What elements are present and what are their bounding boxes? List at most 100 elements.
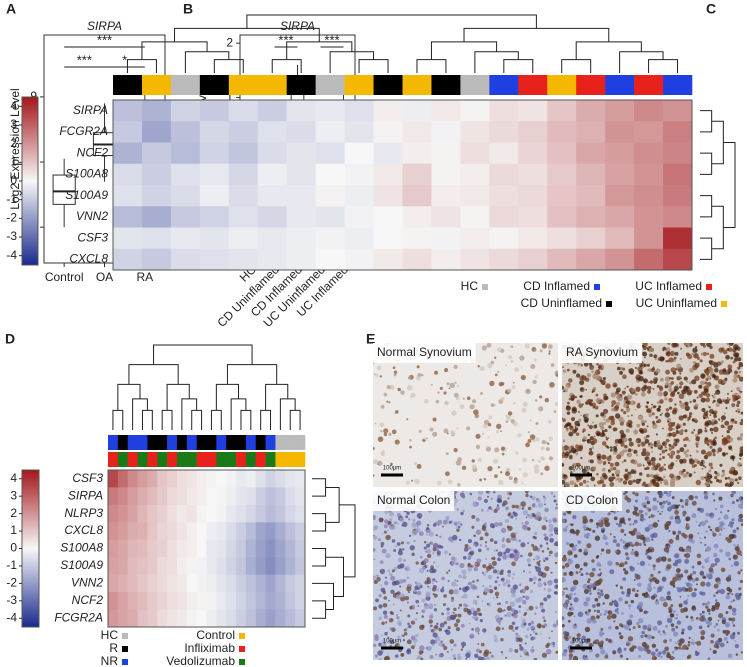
cell xyxy=(657,620,662,625)
cell xyxy=(569,455,573,459)
heat-cell xyxy=(258,206,287,228)
heat-cell xyxy=(266,487,276,505)
cell xyxy=(535,437,539,441)
cell xyxy=(635,593,639,597)
cell xyxy=(662,650,666,654)
cell xyxy=(701,450,706,455)
cell xyxy=(534,613,536,615)
cell xyxy=(738,476,742,480)
cell xyxy=(624,445,628,449)
heat-cell xyxy=(460,206,489,228)
cell xyxy=(656,443,661,448)
cell xyxy=(681,505,684,508)
dendrogram xyxy=(154,345,253,365)
cell xyxy=(563,369,566,372)
cell xyxy=(740,464,742,466)
cell xyxy=(656,599,658,601)
cell xyxy=(686,380,688,382)
cell xyxy=(725,622,730,627)
cell xyxy=(482,345,487,350)
cell xyxy=(587,439,589,441)
cell xyxy=(714,544,719,549)
heat-cell xyxy=(197,575,207,593)
cell xyxy=(702,603,705,606)
cell xyxy=(579,571,581,573)
cell xyxy=(519,646,523,650)
cell xyxy=(610,533,612,535)
cell xyxy=(434,640,437,643)
cell xyxy=(567,369,570,372)
cell xyxy=(740,433,743,436)
cell xyxy=(463,576,465,578)
cell xyxy=(731,455,735,459)
cell xyxy=(595,370,600,375)
cell xyxy=(585,413,589,417)
cell xyxy=(642,423,645,426)
cell xyxy=(459,604,462,607)
cell xyxy=(549,534,552,537)
cell xyxy=(502,627,504,629)
cell xyxy=(697,461,700,464)
cell xyxy=(515,451,518,454)
cell xyxy=(690,455,692,457)
cell xyxy=(372,625,374,627)
cell xyxy=(546,542,548,544)
legend-swatch xyxy=(721,301,727,307)
heat-cell xyxy=(266,592,276,610)
cell xyxy=(511,345,514,348)
cell xyxy=(562,418,566,422)
cell xyxy=(451,564,453,566)
cell xyxy=(449,521,452,524)
cell xyxy=(547,588,551,592)
panel-label: D xyxy=(5,331,15,347)
cell xyxy=(713,427,719,433)
cell xyxy=(652,505,657,510)
cell xyxy=(731,618,735,622)
cell xyxy=(546,447,550,451)
cell xyxy=(445,471,450,476)
cell xyxy=(620,529,624,533)
cell xyxy=(507,570,511,574)
cell xyxy=(424,399,429,404)
annotation-cell xyxy=(200,75,229,95)
cell xyxy=(585,655,587,657)
cell xyxy=(542,343,547,348)
cell xyxy=(615,562,619,566)
heat-cell xyxy=(518,100,547,122)
cell xyxy=(454,623,458,627)
cell xyxy=(451,597,454,600)
cell xyxy=(429,615,433,619)
cell xyxy=(521,482,523,484)
cell xyxy=(626,658,628,660)
dendrogram xyxy=(261,410,271,430)
cell xyxy=(556,545,558,547)
heat-cell xyxy=(128,470,138,488)
cell xyxy=(688,534,693,539)
cell xyxy=(463,594,468,599)
heat-cell xyxy=(167,522,177,540)
cell xyxy=(468,539,472,543)
cell xyxy=(684,554,687,557)
heat-cell xyxy=(576,206,605,228)
cell xyxy=(733,374,737,378)
cell xyxy=(571,417,575,421)
cell xyxy=(545,644,549,648)
cell xyxy=(604,655,608,659)
cell xyxy=(529,578,533,582)
cell xyxy=(616,523,618,525)
cell xyxy=(706,582,711,587)
cell xyxy=(624,388,626,390)
cell xyxy=(435,534,437,536)
cell xyxy=(592,467,596,471)
cell xyxy=(645,644,650,649)
cell xyxy=(576,433,579,436)
y-tick-label: 2 xyxy=(226,35,233,49)
heat-cell xyxy=(236,557,246,575)
cell xyxy=(453,558,457,562)
cell xyxy=(448,479,453,484)
cell xyxy=(600,592,604,596)
cell xyxy=(372,474,375,477)
cell xyxy=(667,351,670,354)
cell xyxy=(545,398,549,402)
row-label: S100A9 xyxy=(65,188,108,202)
